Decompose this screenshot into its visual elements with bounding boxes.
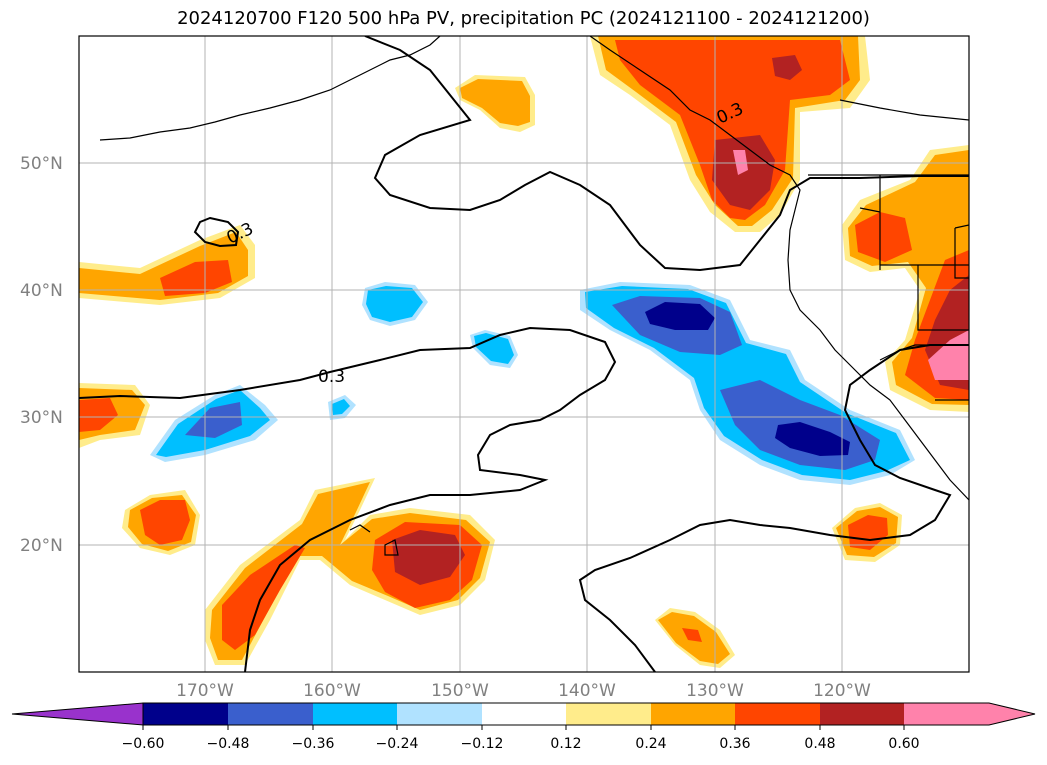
lat-label-50n: 50°N [20,154,63,174]
colorbar-bin [313,703,397,725]
gridlines [79,36,969,672]
colorbar-bin [482,703,566,725]
map-frame [78,35,970,673]
lon-label-160w: 160°W [303,681,361,701]
colorbar-tick-label: 0.24 [635,736,666,752]
lon-label-170w: 170°W [176,681,234,701]
anomaly-positive-southwest [122,490,200,555]
lon-label-140w: 140°W [558,681,616,701]
colorbar-bin [651,703,735,725]
pv-contours [79,36,969,672]
lat-label-40n: 40°N [20,281,63,301]
colorbar-tick-label: −0.36 [292,736,335,752]
lat-label-30n: 30°N [20,408,63,428]
anomaly-negative-small [150,282,518,462]
colorbar-bin [228,703,313,725]
colorbar-tick-label: −0.12 [461,736,504,752]
anomaly-positive-farwest [79,383,150,448]
colorbar-tick-label: 0.36 [719,736,750,752]
colorbar-tick-label: 0.48 [804,736,835,752]
lon-label-120w: 120°W [813,681,871,701]
map-area [79,36,969,672]
colorbar-tick-label: −0.48 [207,736,250,752]
anomaly-positive-west [79,225,255,305]
map-title: 2024120700 F120 500 hPa PV, precipitatio… [177,8,870,29]
anomaly-positive-northeast [590,36,870,232]
anomaly-positive-hawaii [205,478,495,665]
colorbar-bin [820,703,904,725]
contour-label: 0.3 [318,367,345,387]
colorbar-extend-under [11,702,144,726]
colorbar-bin [566,703,651,725]
colorbar-tick-label: 0.60 [888,736,919,752]
colorbar: −0.60 −0.48 −0.36 −0.24 −0.12 0.12 0.24 … [11,702,1036,752]
lat-label-20n: 20°N [20,536,63,556]
colorbar-extend-over [904,703,1035,725]
lon-label-130w: 130°W [686,681,744,701]
colorbar-tick-label: −0.60 [122,736,165,752]
colorbar-tick-label: −0.24 [376,736,419,752]
colorbar-tick-label: 0.12 [550,736,581,752]
lon-label-150w: 150°W [431,681,489,701]
colorbar-bin [397,703,482,725]
colorbar-bin [735,703,820,725]
colorbar-bin [143,703,228,725]
anomaly-positive-gulf [455,75,535,132]
anomaly-negative-central [580,282,915,485]
